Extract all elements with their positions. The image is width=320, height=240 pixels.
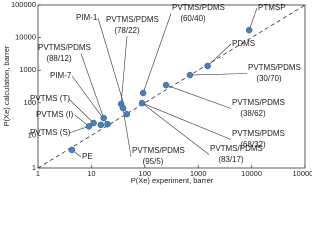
annotation: PTMSP: [258, 3, 286, 12]
annotation-leader: [68, 98, 94, 124]
annotation: PIM-1: [76, 13, 98, 22]
annotation: PVTMS/PDMS: [38, 43, 91, 52]
data-point: [119, 104, 127, 112]
data-point: [123, 110, 131, 118]
annotation: PVTMS (T): [30, 94, 70, 103]
annotation-leader: [165, 84, 232, 109]
plot-frame: [37, 4, 306, 169]
x-axis-title: P(Xe) experiment, barrer: [131, 176, 214, 185]
annotation-leader: [189, 73, 248, 76]
y-tick-label: 1: [32, 163, 36, 172]
annotation: PVTMS (S): [30, 128, 71, 137]
chart: P(Xe) experiment, barrer P(Xe) calculati…: [2, 0, 312, 185]
annotation-leader: [207, 43, 232, 67]
annotation-leader: [68, 126, 90, 134]
data-point: [90, 119, 97, 127]
annotation: PVTMS (I): [36, 110, 74, 119]
y-tick-label: 10000: [15, 33, 36, 42]
annotation: (68/32): [240, 140, 266, 149]
annotation: (38/62): [240, 109, 266, 118]
annotation: PVTMS/PDMS: [232, 98, 285, 107]
data-point: [104, 120, 111, 128]
data-point: [204, 62, 211, 70]
data-point: [85, 123, 93, 130]
annotation: PIM-7: [50, 71, 72, 80]
annotation: PVTMS/PDMS: [172, 3, 225, 12]
parity-line: [37, 4, 306, 169]
annotation: (83/17): [218, 155, 244, 164]
data-point: [97, 121, 105, 129]
annotation-leader: [141, 102, 232, 140]
x-tick-label: 10000: [241, 169, 262, 178]
annotation: (78/22): [114, 26, 140, 35]
data-point: [100, 114, 107, 122]
annotation-leader: [97, 17, 128, 115]
annotation: PE: [82, 152, 93, 161]
y-tick-label: 1000: [19, 65, 36, 74]
annotation: PVTMS/PDMS: [132, 146, 185, 155]
annotation-leader: [142, 13, 172, 94]
data-point: [68, 146, 76, 154]
y-axis-title: P(Xe) calculation, barrer: [2, 45, 11, 126]
annotation: PVTMS/PDMS: [232, 129, 285, 138]
x-tick-label: 10: [87, 169, 95, 178]
x-tick-label: 100: [139, 169, 152, 178]
annotation: (30/70): [256, 74, 282, 83]
data-point: [186, 71, 194, 79]
page: {"chart_data": { "type": "scatter", "x_l…: [1, 0, 312, 185]
annotation: PVTMS/PDMS: [248, 63, 301, 72]
data-point: [162, 81, 170, 89]
annotation: PVTMS/PDMS: [210, 144, 263, 153]
y-tick-label: 100000: [11, 0, 36, 9]
annotation-leader: [141, 102, 210, 155]
y-tick-label: 100: [23, 98, 36, 107]
y-tick-label: 10: [28, 130, 36, 139]
annotation-leader: [120, 35, 128, 105]
data-point: [245, 26, 253, 34]
annotation-leader: [80, 53, 104, 119]
annotation: (95/5): [143, 157, 164, 166]
annotation: PVTMS/PDMS: [106, 15, 159, 24]
annotation: (60/40): [180, 14, 206, 23]
annotation-leader: [248, 7, 258, 31]
x-tick-label: 1000: [190, 169, 207, 178]
annotation: (88/12): [46, 54, 72, 63]
x-tick-label: 100000: [292, 169, 312, 178]
data-point: [138, 99, 146, 107]
data-point: [139, 89, 147, 97]
annotation: PDMS: [232, 39, 255, 48]
x-tick-label: 1: [36, 169, 40, 178]
